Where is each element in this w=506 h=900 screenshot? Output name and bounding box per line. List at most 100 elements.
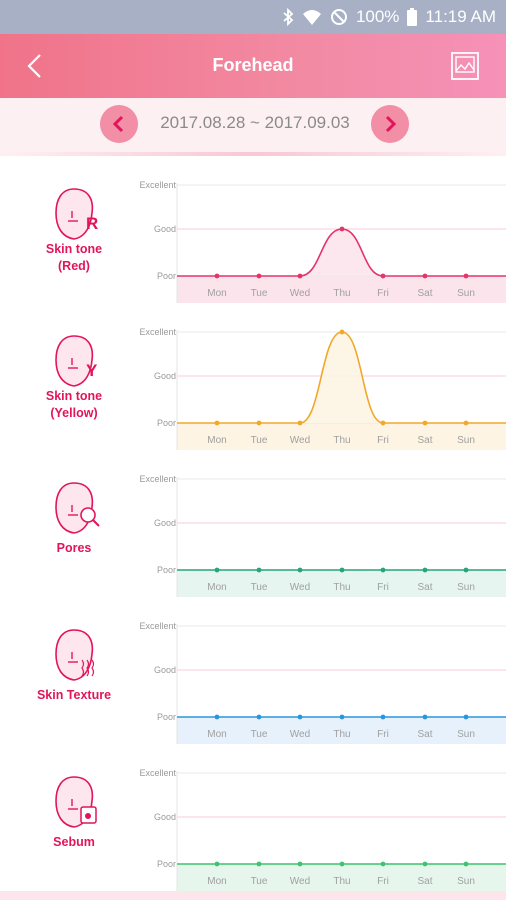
app-bar: Forehead — [0, 34, 506, 98]
day-label: Wed — [290, 876, 310, 887]
data-point — [422, 861, 428, 867]
data-point — [214, 714, 220, 720]
x-axis-band — [177, 570, 506, 597]
do-not-disturb-icon — [330, 9, 347, 25]
level-label: Good — [154, 224, 176, 234]
day-label: Sat — [417, 729, 432, 740]
data-point — [463, 420, 469, 426]
day-label: Thu — [333, 288, 350, 299]
data-point — [214, 861, 220, 867]
day-label: Fri — [377, 288, 389, 299]
day-label: Tue — [251, 729, 268, 740]
day-label: Thu — [333, 435, 350, 446]
metric-row[interactable]: Y Skin tone (Yellow) Excellent Good Poor Mon Tu… — [0, 304, 506, 452]
data-point — [339, 861, 345, 867]
metric-label-line: Pores — [56, 541, 92, 555]
metric-label-line: (Yellow) — [50, 406, 98, 420]
day-label: Tue — [251, 582, 268, 593]
data-point — [214, 420, 220, 426]
face-yellow-icon: Y — [55, 335, 98, 387]
data-point — [297, 714, 303, 720]
chevron-left-icon — [112, 115, 124, 133]
data-point — [463, 714, 469, 720]
metric-label: Skin Texture — [6, 687, 142, 704]
date-range: 2017.08.28 ~ 2017.09.03 — [160, 113, 350, 132]
data-point — [214, 567, 220, 573]
level-label: Poor — [157, 271, 176, 281]
metric-label-line: Skin tone — [45, 389, 103, 403]
trend-chart: Excellent Good Poor Mon Tue Wed Thu Fri Sat Sun — [139, 327, 506, 450]
level-label: Good — [154, 665, 176, 675]
metric-row[interactable]: Skin Texture Excellent Good Poor Mon Tue Wed Th… — [0, 598, 506, 746]
metric-row[interactable]: Sebum Excellent Good Poor Mon Tue Wed Thu Fri Sat… — [0, 745, 506, 893]
data-point — [256, 861, 262, 867]
previous-week-button[interactable] — [100, 105, 138, 143]
day-label: Fri — [377, 729, 389, 740]
day-label: Fri — [377, 582, 389, 593]
back-icon[interactable] — [22, 52, 48, 80]
battery-level: 100% — [355, 7, 400, 26]
data-point — [297, 420, 303, 426]
trend-chart: Excellent Good Poor Mon Tue Wed Thu Fri Sat Sun — [139, 474, 506, 597]
data-point — [463, 567, 469, 573]
data-point — [380, 714, 386, 720]
metric-row[interactable]: Pores Excellent Good Poor Mon Tue Wed Thu Fri Sat… — [0, 451, 506, 599]
metric-label: Skin tone (Yellow) — [6, 388, 142, 422]
day-label: Sat — [417, 876, 432, 887]
gallery-icon[interactable] — [450, 51, 480, 81]
level-label: Poor — [157, 859, 176, 869]
data-point — [380, 567, 386, 573]
battery-icon — [407, 8, 418, 26]
day-label: Fri — [377, 435, 389, 446]
day-label: Tue — [251, 435, 268, 446]
face-red-icon: R — [55, 188, 98, 240]
data-point — [463, 861, 469, 867]
x-axis-band — [177, 717, 506, 744]
day-label: Wed — [290, 582, 310, 593]
face-pores-icon — [55, 482, 100, 534]
x-axis-band — [177, 276, 506, 303]
data-point — [214, 273, 220, 279]
data-point — [256, 273, 262, 279]
date-navigator: 2017.08.28 ~ 2017.09.03 — [0, 98, 506, 156]
level-label: Good — [154, 371, 176, 381]
data-point — [380, 420, 386, 426]
metric-label-line: Skin Texture — [36, 688, 112, 702]
level-label: Poor — [157, 418, 176, 428]
day-label: Mon — [207, 582, 226, 593]
data-point — [256, 567, 262, 573]
metric-label: Sebum — [6, 834, 142, 851]
bottom-edge — [0, 891, 506, 900]
data-point — [380, 273, 386, 279]
day-label: Sun — [457, 288, 475, 299]
data-point — [422, 420, 428, 426]
level-label: Excellent — [139, 327, 176, 337]
data-point — [256, 714, 262, 720]
trend-chart: Excellent Good Poor Mon Tue Wed Thu Fri Sat Sun — [139, 180, 506, 303]
chevron-right-icon — [385, 115, 397, 133]
level-label: Excellent — [139, 180, 176, 190]
level-label: Poor — [157, 565, 176, 575]
metric-label-line: Skin tone — [45, 242, 103, 256]
level-label: Good — [154, 518, 176, 528]
data-point — [297, 273, 303, 279]
day-label: Sun — [457, 876, 475, 887]
data-point — [422, 714, 428, 720]
day-label: Mon — [207, 876, 226, 887]
status-bar: 100% 11:19 AM — [0, 0, 506, 34]
face-sebum-icon — [55, 776, 97, 828]
day-label: Mon — [207, 729, 226, 740]
page-title: Forehead — [212, 55, 294, 75]
metric-label-line: (Red) — [58, 259, 90, 273]
data-point — [339, 714, 345, 720]
day-label: Sat — [417, 288, 432, 299]
metric-row[interactable]: R Skin tone (Red) Excellent Good Poor Mon Tue We… — [0, 157, 506, 305]
wifi-icon — [302, 10, 321, 25]
data-point — [339, 567, 345, 573]
trend-chart: Excellent Good Poor Mon Tue Wed Thu Fri Sat Sun — [139, 768, 506, 891]
x-axis-band — [177, 423, 506, 450]
day-label: Fri — [377, 876, 389, 887]
day-label: Sun — [457, 729, 475, 740]
next-week-button[interactable] — [371, 105, 409, 143]
day-label: Sat — [417, 582, 432, 593]
